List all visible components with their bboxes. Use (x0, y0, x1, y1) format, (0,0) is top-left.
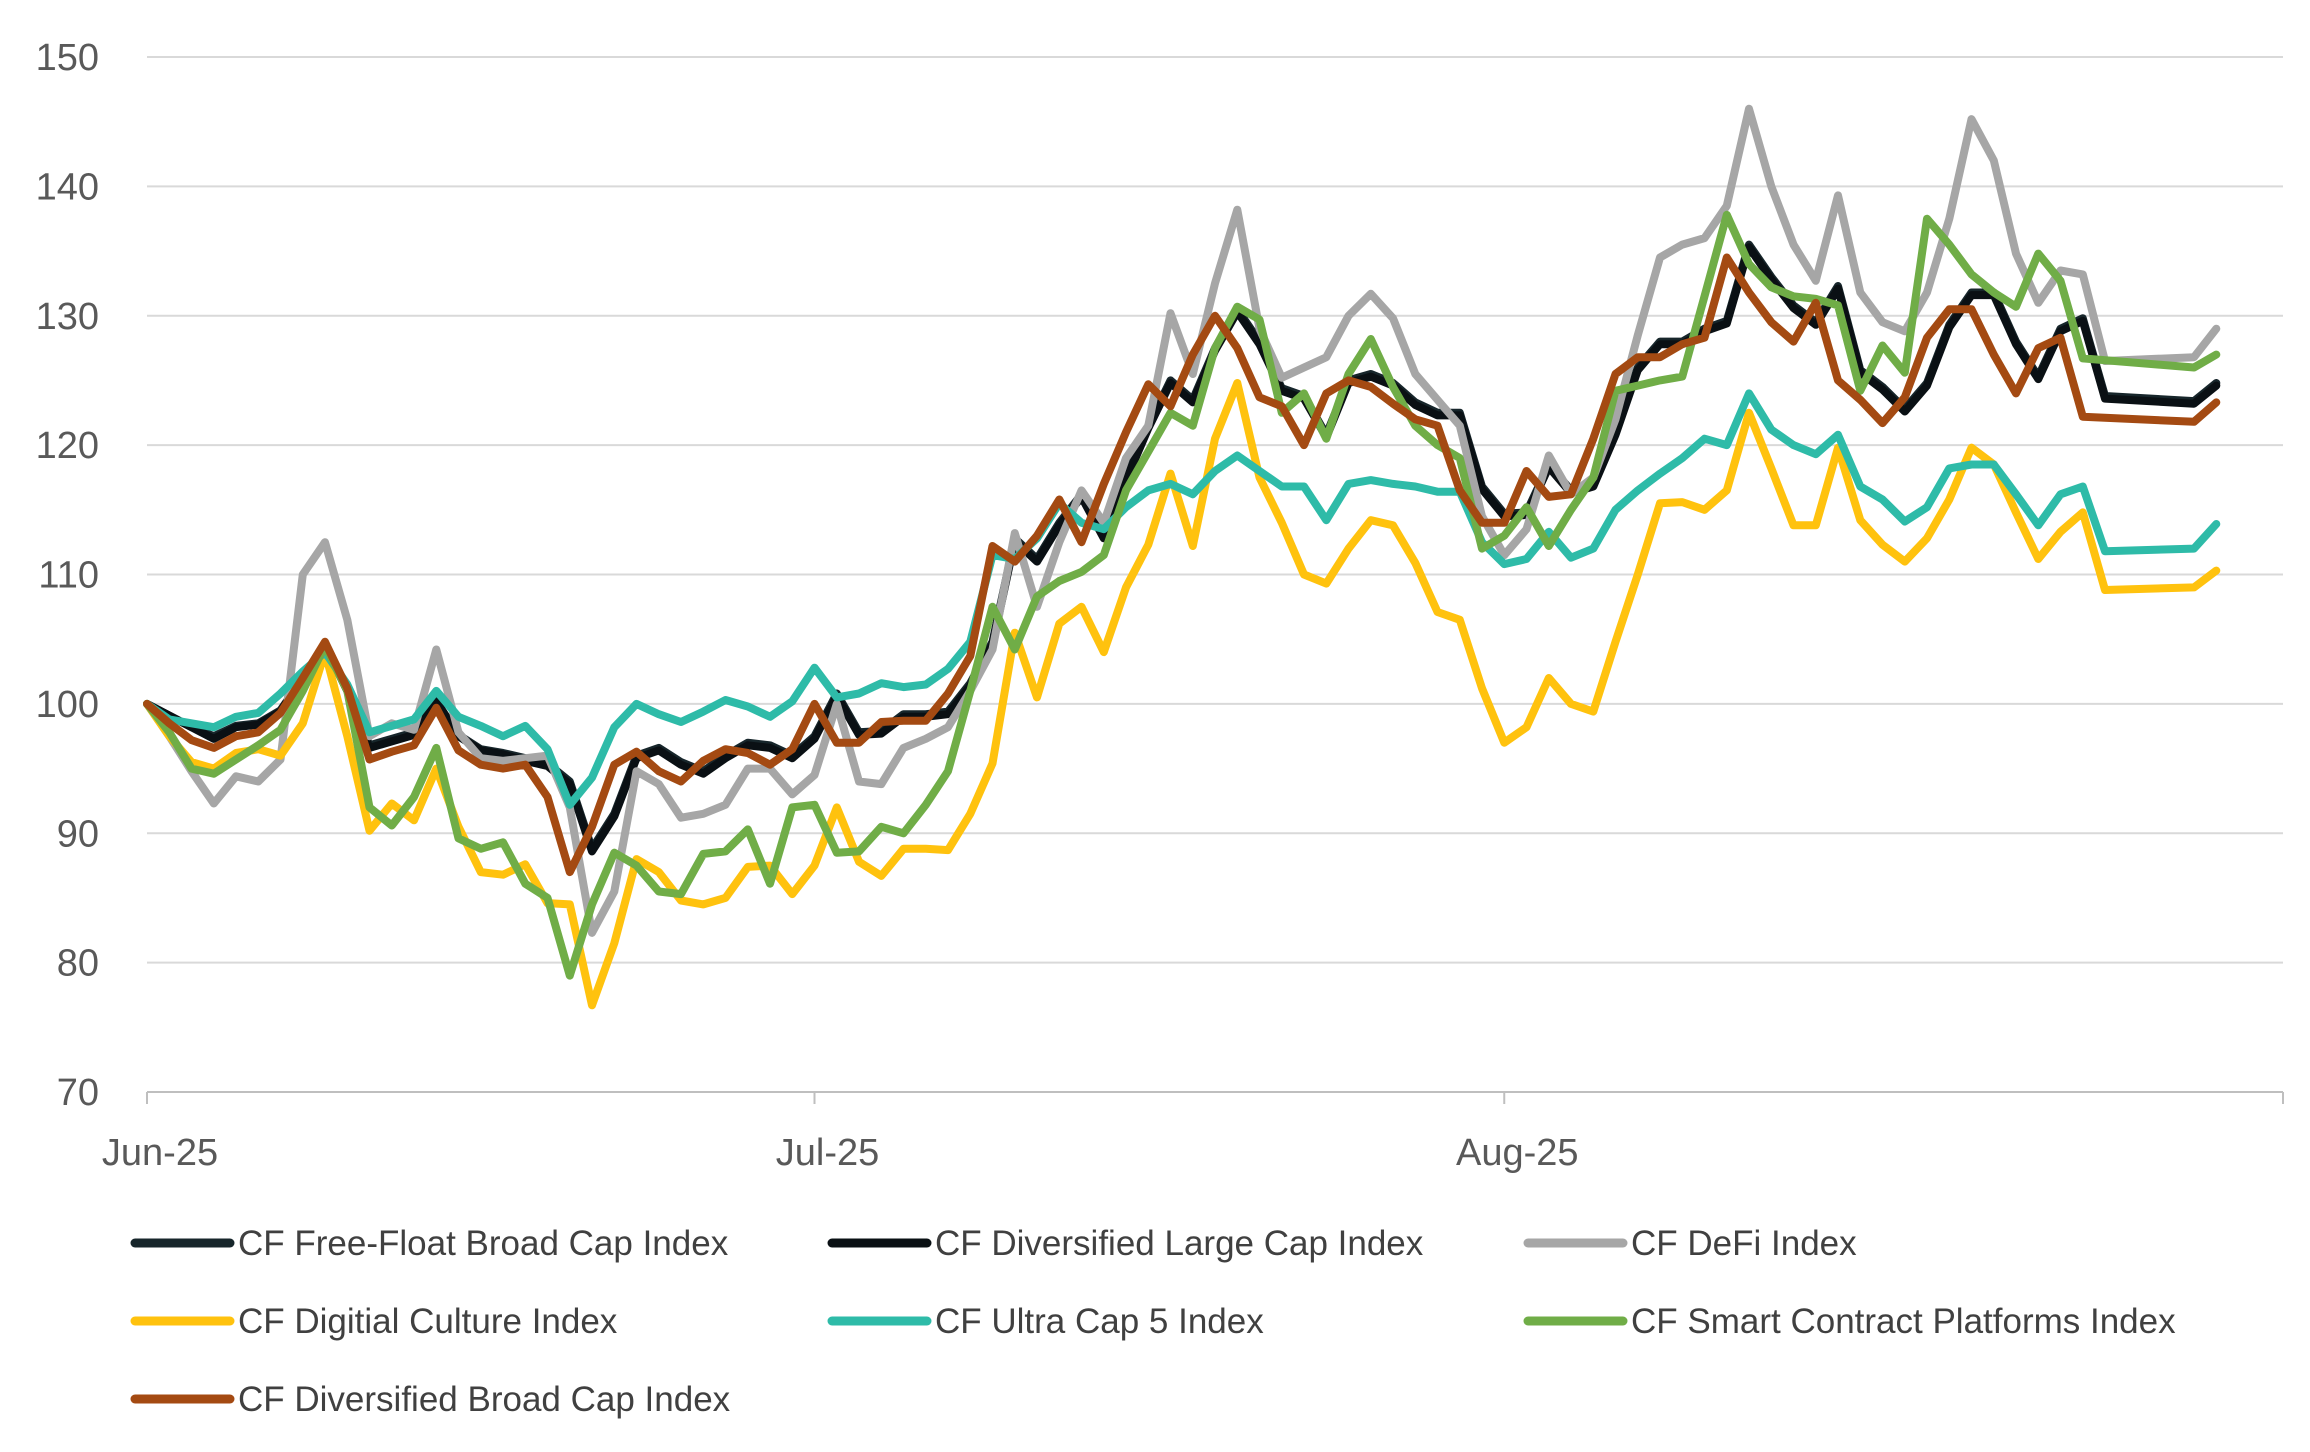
y-tick-label: 90 (57, 813, 99, 855)
y-tick-label: 80 (57, 943, 99, 985)
x-axis (146, 1091, 2284, 1104)
legend-label: CF Free-Float Broad Cap Index (238, 1224, 729, 1263)
x-tick-label: Jun-25 (102, 1132, 218, 1174)
legend-item-cf-smart-contract-platforms-index: CF Smart Contract Platforms Index (1523, 1302, 2176, 1341)
series-line-cf-ultra-cap-5-index (143, 389, 2221, 809)
legend-item-cf-diversified-broad-cap-index: CF Diversified Broad Cap Index (130, 1380, 731, 1419)
y-tick-label: 140 (36, 166, 99, 208)
x-axis-tick-labels: Jun-25 Jul-25 Aug-25 (102, 1132, 1579, 1174)
x-tick-label: Jul-25 (776, 1132, 880, 1174)
legend-item-cf-ultra-cap-5-index: CF Ultra Cap 5 Index (827, 1302, 1264, 1341)
legend-label: CF Diversified Large Cap Index (935, 1224, 1424, 1263)
y-tick-label: 100 (36, 684, 99, 726)
legend-label: CF Diversified Broad Cap Index (238, 1380, 731, 1419)
legend-label: CF DeFi Index (1631, 1224, 1857, 1263)
y-tick-label: 110 (38, 555, 99, 597)
y-tick-label: 150 (36, 37, 99, 79)
y-axis-tick-labels: 70 80 90 100 110 120 130 140 150 (36, 37, 99, 1114)
y-tick-label: 130 (36, 296, 99, 338)
series-lines (143, 104, 2221, 1010)
y-tick-label: 70 (57, 1072, 99, 1114)
x-tick-label: Aug-25 (1456, 1132, 1579, 1174)
legend-label: CF Ultra Cap 5 Index (935, 1302, 1264, 1341)
legend-item-cf-defi-index: CF DeFi Index (1523, 1224, 1857, 1263)
legend-label: CF Smart Contract Platforms Index (1631, 1302, 2176, 1341)
series-line-cf-defi-index (143, 104, 2221, 937)
legend-label: CF Digitial Culture Index (238, 1302, 618, 1341)
y-tick-label: 120 (36, 425, 99, 467)
series-line-cf-digitial-culture-index (143, 379, 2221, 1010)
series-line-cf-smart-contract-platforms-index (143, 210, 2221, 980)
grid-lines (147, 56, 2283, 964)
legend: CF Free-Float Broad Cap Index CF Diversif… (130, 1224, 2176, 1419)
legend-item-cf-digitial-culture-index: CF Digitial Culture Index (130, 1302, 618, 1341)
series-line-cf-diversified-broad-cap-index (143, 253, 2221, 877)
legend-item-cf-diversified-large-cap-index: CF Diversified Large Cap Index (827, 1224, 1424, 1263)
legend-item-cf-free-float-broad-cap-index: CF Free-Float Broad Cap Index (130, 1224, 729, 1263)
